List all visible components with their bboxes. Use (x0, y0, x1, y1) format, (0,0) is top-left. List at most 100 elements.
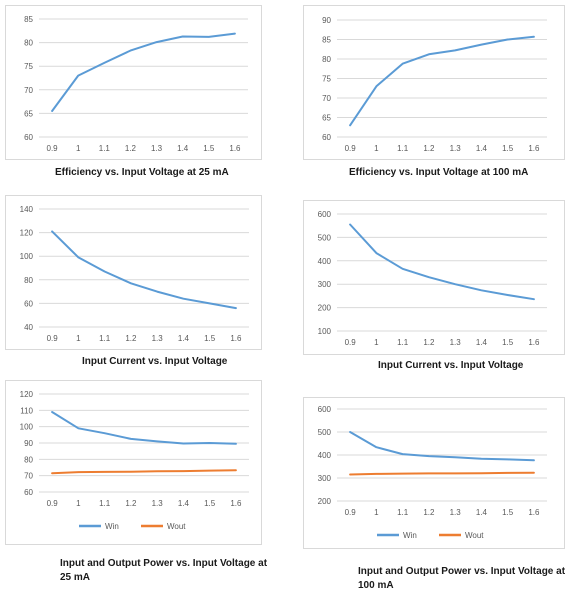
x-tick-label: 1.6 (230, 499, 242, 508)
x-tick-label: 1.2 (125, 334, 137, 343)
chart-caption: Input and Output Power vs. Input Voltage… (60, 558, 268, 583)
efficiency-25ma-chart: 60 65 70 75 80 85 0.9 1 1.1 1.2 1.3 1.4 1.5 1.6 (24, 15, 248, 153)
y-tick-label: 200 (318, 304, 332, 313)
y-tick-label: 75 (24, 62, 33, 71)
y-tick-label: 60 (24, 299, 33, 308)
y-tick-label: 70 (322, 94, 331, 103)
x-tick-label: 1.3 (450, 144, 462, 153)
y-tick-label: 80 (24, 455, 33, 464)
x-tick-label: 1 (374, 508, 379, 517)
series-line-wout (349, 471, 535, 476)
y-tick-label: 500 (318, 428, 332, 437)
x-tick-label: 0.9 (345, 338, 357, 347)
x-tick-label: 1.2 (423, 338, 435, 347)
x-tick-label: 1.1 (397, 144, 409, 153)
legend-label: Win (105, 522, 119, 531)
y-tick-label: 400 (318, 451, 332, 460)
y-tick-label: 140 (20, 205, 34, 214)
x-tick-label: 1.6 (528, 508, 540, 517)
y-tick-label: 85 (24, 15, 33, 24)
chart-panel-power-25ma: 60 70 80 90 100 110 120 0.9 1 1.1 1.2 1.3 1.4 1.5 1.6 W… (5, 380, 262, 545)
series-line-win (51, 411, 237, 445)
power-100ma-chart: 200 300 400 500 600 0.9 1 1.1 1.2 1.3 1.4 1.5 1.6 Win… (318, 405, 547, 540)
y-tick-label: 60 (24, 133, 33, 142)
x-tick-label: 1.5 (204, 334, 216, 343)
y-tick-label: 70 (24, 86, 33, 95)
x-tick-label: 0.9 (345, 508, 357, 517)
power-25ma-chart: 60 70 80 90 100 110 120 0.9 1 1.1 1.2 1.3 1.4 1.5 1.6 W… (20, 390, 249, 531)
y-tick-label: 600 (318, 405, 332, 414)
y-tick-label: 600 (318, 210, 332, 219)
x-tick-label: 1.6 (230, 334, 242, 343)
efficiency-100ma-chart: 60 65 70 75 80 85 90 0.9 1 1.1 1.2 1.3 1.4 1.5 1.6 (322, 16, 547, 153)
series-line (349, 35, 535, 127)
y-tick-label: 65 (24, 109, 33, 118)
y-tick-label: 40 (24, 323, 33, 332)
x-tick-label: 1.2 (423, 144, 435, 153)
chart-panel-current-left: 40 60 80 100 120 140 0.9 1 1.1 1.2 1.3 1.4 1.5 1.6 (5, 195, 262, 350)
x-tick-label: 1.4 (178, 334, 190, 343)
x-tick-label: 1.3 (152, 499, 164, 508)
x-tick-label: 1.5 (502, 508, 514, 517)
x-tick-label: 1.1 (397, 338, 409, 347)
x-tick-label: 1.3 (450, 508, 462, 517)
y-tick-label: 90 (24, 439, 33, 448)
y-tick-label: 75 (322, 75, 331, 84)
legend-label: Wout (167, 522, 186, 531)
x-tick-label: 1 (76, 499, 81, 508)
y-tick-label: 120 (20, 390, 34, 399)
chart-caption: Input Current vs. Input Voltage (82, 356, 228, 367)
y-tick-label: 100 (20, 252, 34, 261)
x-tick-label: 0.9 (47, 499, 59, 508)
chart-panel-efficiency-25ma: 60 65 70 75 80 85 0.9 1 1.1 1.2 1.3 1.4 1.5 1.6 (5, 5, 262, 160)
x-tick-label: 1.2 (125, 499, 137, 508)
input-current-chart-right: 100 200 300 400 500 600 0.9 1 1.1 1.2 1.3 1.4 1.5 1.6 (318, 210, 547, 347)
x-tick-label: 0.9 (345, 144, 357, 153)
y-tick-label: 200 (318, 497, 332, 506)
chart-caption: Input and Output Power vs. Input Voltage… (358, 566, 566, 591)
x-tick-label: 1.4 (476, 144, 488, 153)
y-tick-label: 400 (318, 257, 332, 266)
x-tick-label: 1.4 (476, 338, 488, 347)
x-tick-label: 1.1 (99, 144, 111, 153)
y-tick-label: 300 (318, 474, 332, 483)
y-tick-label: 80 (322, 55, 331, 64)
chart-caption: Efficiency vs. Input Voltage at 100 mA (349, 167, 529, 178)
x-tick-label: 0.9 (47, 334, 59, 343)
x-tick-label: 1.4 (178, 499, 190, 508)
y-tick-label: 70 (24, 472, 33, 481)
x-tick-label: 1.3 (450, 338, 462, 347)
legend-label: Win (403, 531, 417, 540)
y-tick-label: 65 (322, 114, 331, 123)
x-tick-label: 1 (374, 144, 379, 153)
y-tick-label: 100 (318, 327, 332, 336)
chart-panel-current-right: 100 200 300 400 500 600 0.9 1 1.1 1.2 1.3 1.4 1.5 1.6 (303, 200, 565, 355)
x-tick-label: 1.1 (99, 334, 111, 343)
x-tick-label: 1.6 (528, 144, 540, 153)
x-tick-label: 1.6 (229, 144, 241, 153)
input-current-chart-left: 40 60 80 100 120 140 0.9 1 1.1 1.2 1.3 1.4 1.5 1.6 (20, 205, 249, 343)
x-tick-label: 1.5 (203, 144, 215, 153)
chart-panel-efficiency-100ma: 60 65 70 75 80 85 90 0.9 1 1.1 1.2 1.3 1.4 1.5 1.6 (303, 5, 565, 160)
x-tick-label: 1 (76, 334, 81, 343)
x-tick-label: 1.5 (502, 338, 514, 347)
x-tick-label: 1.4 (177, 144, 189, 153)
y-tick-label: 80 (24, 276, 33, 285)
y-tick-label: 120 (20, 229, 34, 238)
y-tick-label: 85 (322, 36, 331, 45)
x-tick-label: 1.6 (528, 338, 540, 347)
x-tick-label: 1.2 (125, 144, 137, 153)
x-tick-label: 1 (76, 144, 81, 153)
x-tick-label: 1.5 (502, 144, 514, 153)
legend-label: Wout (465, 531, 484, 540)
y-tick-label: 300 (318, 280, 332, 289)
y-tick-label: 60 (322, 133, 331, 142)
series-line (349, 223, 535, 301)
y-tick-label: 100 (20, 423, 34, 432)
x-tick-label: 0.9 (47, 144, 59, 153)
chart-caption: Efficiency vs. Input Voltage at 25 mA (55, 167, 229, 178)
y-tick-label: 110 (20, 406, 33, 415)
y-tick-label: 60 (24, 488, 33, 497)
x-tick-label: 1.3 (152, 334, 164, 343)
series-line (51, 32, 236, 112)
